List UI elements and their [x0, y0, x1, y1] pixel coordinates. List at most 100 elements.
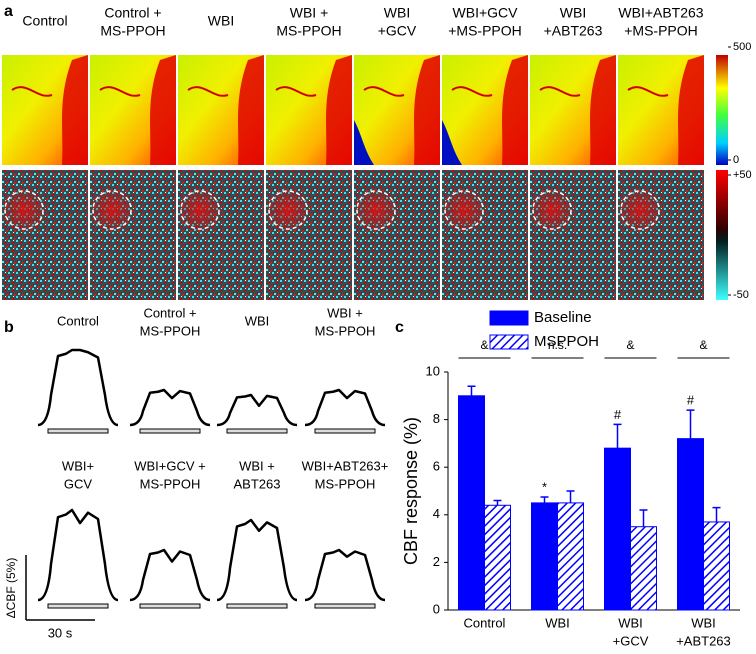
roi-circle	[532, 190, 572, 230]
stimulus-bar	[47, 603, 109, 609]
colorbar	[716, 170, 728, 300]
panel-b: b ΔCBF (5%) 30 s Control Control + MS-PPOH…	[4, 305, 388, 640]
y-tick-label: 10	[426, 363, 440, 378]
legend-label: Baseline	[534, 309, 592, 326]
y-tick-label: 4	[433, 506, 440, 521]
x-tick-label: WBI	[691, 615, 716, 630]
vessel	[502, 55, 528, 165]
trace-label: Control +	[143, 305, 196, 320]
cbf-trace	[37, 508, 119, 602]
cbf-trace	[129, 388, 211, 427]
significance-marker: #	[687, 393, 695, 408]
error-bar	[613, 423, 622, 449]
vessel	[678, 55, 704, 165]
column-label: Control +	[104, 5, 161, 21]
stimulus-bar	[226, 603, 288, 609]
vessel	[62, 55, 88, 165]
column-label: WBI	[560, 5, 586, 21]
cbf-trace	[37, 348, 119, 427]
stimulus-bar	[314, 603, 376, 609]
error-bar	[686, 409, 695, 439]
cbf-trace	[129, 548, 211, 602]
y-tick-label: 8	[433, 411, 440, 426]
x-tick-label: WBI	[618, 615, 643, 630]
colorbar-tick-label: 500	[733, 41, 751, 53]
panel-c: c 0 2 4 6 8 10 CBF response (%) Baseline MSPPOH C…	[395, 309, 740, 648]
cbf-trace	[304, 388, 386, 427]
trace-label: ABT263	[234, 476, 281, 491]
trace-label: Control	[57, 313, 99, 328]
column-label: +GCV	[378, 23, 417, 39]
roi-circle	[180, 190, 220, 230]
y-tick-label: 6	[433, 459, 440, 474]
trace-label: GCV	[64, 476, 93, 491]
significance-marker: *	[542, 479, 547, 494]
scale-label: ΔCBF (5%)	[4, 558, 18, 619]
vessel	[326, 55, 352, 165]
cbf-trace	[216, 518, 298, 602]
cbf-trace	[216, 393, 298, 427]
vessel	[187, 86, 229, 97]
vessel	[275, 86, 317, 97]
trace-label: MS-PPOH	[140, 476, 201, 491]
colorbar-tick-label: +50	[733, 169, 752, 181]
colorbar-tick-label: 0	[733, 154, 739, 166]
bar	[604, 447, 631, 611]
vessel	[238, 55, 264, 165]
x-tick-label: Control	[464, 615, 506, 630]
y-axis-label: CBF response (%)	[401, 417, 421, 565]
edge	[354, 120, 374, 165]
significance-marker: #	[614, 407, 622, 422]
column-label: WBI+GCV	[453, 5, 519, 21]
stimulus-bar	[47, 428, 109, 434]
scale-label: 30 s	[48, 625, 73, 640]
vessel	[414, 55, 440, 165]
column-label: +MS-PPOH	[624, 23, 698, 39]
x-tick-label: WBI	[545, 615, 570, 630]
roi-circle	[92, 190, 132, 230]
significance-label: &	[699, 338, 707, 352]
y-tick-label: 0	[433, 601, 440, 616]
stimulus-bar	[314, 428, 376, 434]
colorbar-tick-label: -50	[733, 289, 749, 301]
stimulus-bar	[226, 428, 288, 434]
trace-label: MS-PPOH	[315, 476, 376, 491]
response-spot	[0, 186, 48, 234]
column-label: WBI	[384, 5, 410, 21]
vessel	[11, 86, 53, 97]
cbf-trace	[304, 548, 386, 602]
response-spot	[616, 186, 664, 234]
error-bar	[639, 509, 648, 527]
error-bar	[540, 496, 549, 503]
legend-label: MSPPOH	[534, 333, 599, 350]
significance-label: &	[626, 338, 634, 352]
column-label: MS-PPOH	[276, 23, 341, 39]
column-label: WBI +	[290, 5, 329, 21]
significance-label: n.s.	[548, 338, 567, 352]
column-label: +ABT263	[544, 23, 603, 39]
response-spot	[528, 186, 576, 234]
vessel	[99, 86, 141, 97]
column-label: +MS-PPOH	[448, 23, 522, 39]
response-spot	[264, 186, 312, 234]
response-spot	[440, 186, 488, 234]
trace-label: MS-PPOH	[140, 323, 201, 338]
edge	[442, 120, 462, 165]
roi-circle	[4, 190, 44, 230]
trace-label: WBI	[245, 313, 270, 328]
error-bar	[566, 490, 575, 503]
panel-label: a	[4, 3, 13, 20]
roi-circle	[444, 190, 484, 230]
bar	[458, 395, 485, 611]
vessel	[150, 55, 176, 165]
x-tick-label: +ABT263	[676, 633, 731, 648]
vessel	[539, 86, 581, 97]
roi-circle	[356, 190, 396, 230]
stimulus-bar	[139, 428, 201, 434]
legend-swatch	[489, 334, 529, 350]
panel-label: c	[395, 319, 404, 336]
trace-label: WBI +	[239, 458, 275, 473]
trace-label: WBI+ABT263+	[302, 458, 389, 473]
